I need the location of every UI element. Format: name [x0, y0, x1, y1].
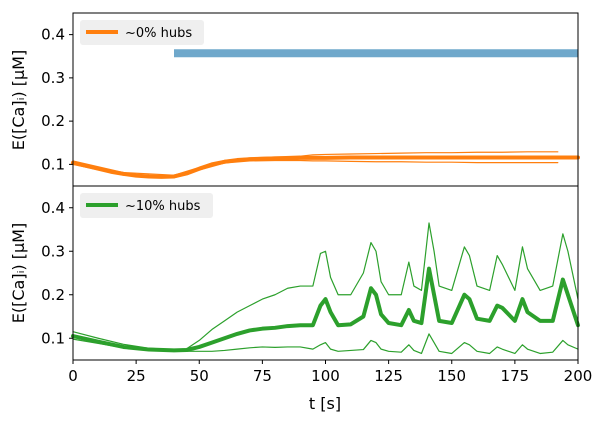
top-legend-box: [80, 20, 204, 45]
bottom-series-lower: [72, 333, 579, 355]
x-tick-label: 50: [190, 367, 209, 385]
x-tick-label: 125: [374, 367, 403, 385]
top-y-tick-label: 0.1: [41, 155, 65, 173]
top-series-lower: [72, 159, 559, 179]
bottom-series-mean: [71, 266, 580, 353]
x-tick-label: 0: [68, 367, 78, 385]
bottom-legend: ~10% hubs: [80, 193, 213, 218]
top-y-tick-label: 0.3: [41, 69, 65, 87]
bottom-legend-label: ~10% hubs: [125, 199, 201, 214]
x-tick-label: 150: [437, 367, 466, 385]
bottom-panel: 0.1 0.2 0.3 0.4 0 25 50 75 100 125 150 175 200 ~10%…: [9, 185, 592, 413]
bottom-y-axis-label: E([Ca]ᵢ) [μM]: [9, 223, 28, 323]
x-tick-label: 175: [501, 367, 530, 385]
bottom-y-tick-label: 0.4: [41, 199, 65, 217]
bottom-y-tick-label: 0.1: [41, 329, 65, 347]
bottom-legend-box: [80, 193, 213, 218]
top-panel: 0.1 0.2 0.3 0.4 ~0% hubs E([Ca]ᵢ) [μM]: [9, 12, 580, 187]
x-tick-label: 25: [127, 367, 146, 385]
bottom-plot-lines: [71, 222, 580, 355]
top-y-tick-label: 0.2: [41, 112, 65, 130]
x-tick-label: 200: [564, 367, 593, 385]
bottom-x-ticks: 0 25 50 75 100 125 150 175 200: [68, 360, 592, 385]
x-tick-label: 75: [253, 367, 272, 385]
top-y-ticks: 0.1 0.2 0.3 0.4: [41, 26, 73, 173]
bottom-y-ticks: 0.1 0.2 0.3 0.4: [41, 199, 73, 347]
top-plot-lines: [71, 49, 580, 179]
x-axis-label: t [s]: [309, 394, 341, 413]
top-legend-label: ~0% hubs: [125, 26, 192, 41]
top-y-tick-label: 0.4: [41, 26, 65, 44]
bottom-y-tick-label: 0.2: [41, 286, 65, 304]
x-tick-label: 100: [311, 367, 340, 385]
bottom-series-upper: [72, 222, 579, 351]
bottom-y-tick-label: 0.3: [41, 242, 65, 260]
top-legend: ~0% hubs: [80, 20, 204, 45]
top-series-upper: [72, 151, 559, 176]
top-y-axis-label: E([Ca]ᵢ) [μM]: [9, 50, 28, 150]
